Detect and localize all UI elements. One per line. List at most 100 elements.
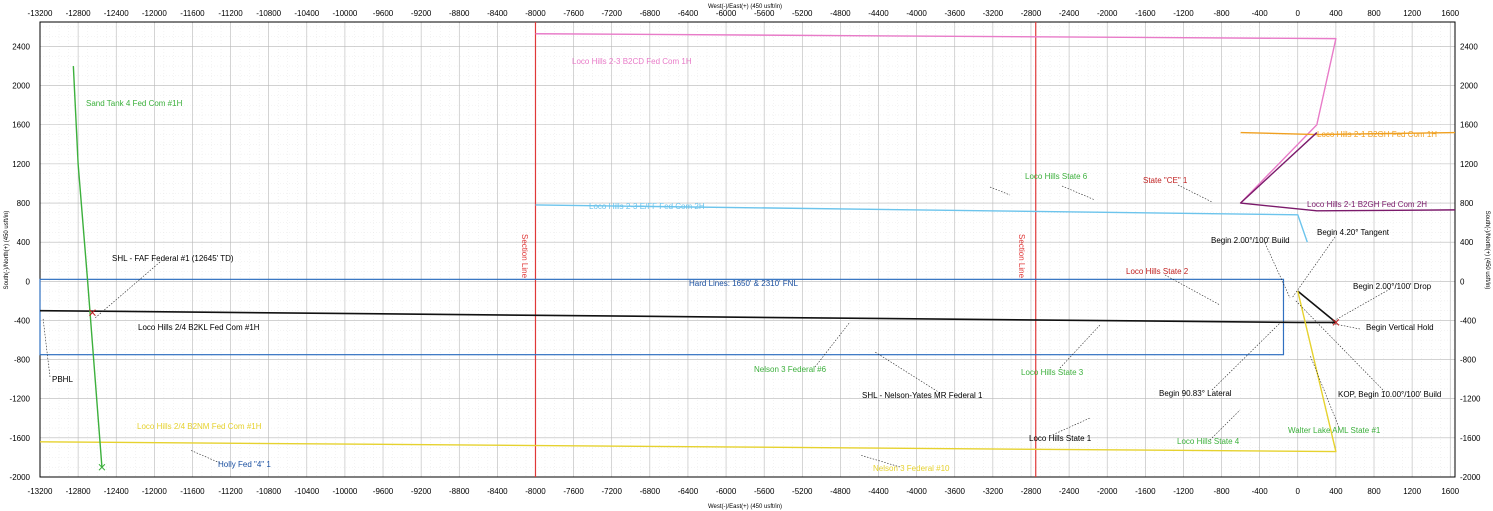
annotation-shl-faf: SHL - FAF Federal #1 (12645' TD) xyxy=(112,254,234,263)
y-tick-label-left: 400 xyxy=(17,238,31,247)
x-axis-title-top: West(-)/East(+) (450 usft/in) xyxy=(708,4,782,10)
x-tick-label-bottom: -5600 xyxy=(754,487,775,496)
x-tick-label-bottom: -9200 xyxy=(411,487,432,496)
annotation-b2gh-1h: Loco Hills 2-1 B2GH Fed Com 1H xyxy=(1317,130,1437,139)
leader-line xyxy=(1059,324,1101,369)
annotation-b2kl: Loco Hills 2/4 B2KL Fed Com #1H xyxy=(138,323,260,332)
annotation-loco-hills-state-1: Loco Hills State 1 xyxy=(1029,434,1092,443)
y-tick-label-right: -2000 xyxy=(1460,473,1481,482)
leader-lines xyxy=(42,184,1391,468)
x-tick-label-bottom: -400 xyxy=(1252,487,1269,496)
x-tick-label-top: -6800 xyxy=(640,9,661,18)
leader-line xyxy=(1164,274,1221,306)
leader-line xyxy=(1309,354,1341,431)
annotation-eff: Loco Hills 2-3 E/FF Fed Com 2H xyxy=(589,202,705,211)
x-tick-label-top: -12000 xyxy=(142,9,167,18)
y-tick-label-left: -1200 xyxy=(10,395,31,404)
well-path-line xyxy=(1239,132,1456,212)
leader-line xyxy=(1177,184,1213,203)
x-tick-label-top: -3200 xyxy=(983,9,1004,18)
x-tick-label-bottom: -10000 xyxy=(332,487,357,496)
annotation-shl-nelson-yates: SHL - Nelson-Yates MR Federal 1 xyxy=(862,391,983,400)
annotation-b2nm: Loco Hills 2/4 B2NM Fed Com #1H xyxy=(137,422,262,431)
annotation-walter-lake: Walter Lake AML State #1 xyxy=(1288,426,1381,435)
annotation-begin-build: Begin 2.00°/100' Build xyxy=(1211,236,1290,245)
annotation-begin-drop: Begin 2.00°/100' Drop xyxy=(1353,282,1432,291)
x-tick-label-top: -1600 xyxy=(1135,9,1156,18)
y-tick-label-right: -400 xyxy=(1460,316,1477,325)
annotation-loco-hills-state-2: Loco Hills State 2 xyxy=(1126,267,1189,276)
leader-line xyxy=(859,454,901,468)
x-tick-label-bottom: -12400 xyxy=(104,487,129,496)
x-tick-label-top: -10000 xyxy=(332,9,357,18)
annotation-hard-lines: Hard Lines: 1650' & 2310' FNL xyxy=(689,279,798,288)
x-tick-label-top: -4400 xyxy=(868,9,889,18)
x-tick-label-top: -5600 xyxy=(754,9,775,18)
x-tick-label-bottom: 1600 xyxy=(1441,487,1459,496)
x-tick-label-bottom: -11600 xyxy=(180,487,205,496)
x-tick-label-bottom: -2000 xyxy=(1097,487,1118,496)
x-tick-label-top: 0 xyxy=(1296,9,1301,18)
x-tick-label-bottom: 400 xyxy=(1329,487,1343,496)
x-tick-label-top: 1600 xyxy=(1441,9,1459,18)
plot-frame xyxy=(39,21,1456,478)
x-tick-label-bottom: -5200 xyxy=(792,487,813,496)
y-axis-right-ticks: 2400 2000 1600 1200 800 400 0 -400 -800 -1200 -160… xyxy=(1460,42,1481,482)
x-tick-label-bottom: -9600 xyxy=(373,487,394,496)
x-tick-label-bottom: -6800 xyxy=(640,487,661,496)
annotations: Sand Tank 4 Fed Com #1H Loco Hills 2-3 B… xyxy=(52,57,1441,473)
x-tick-label-top: -8000 xyxy=(525,9,546,18)
y-tick-label-right: -1600 xyxy=(1460,434,1481,443)
x-tick-label-top: -4000 xyxy=(906,9,927,18)
annotation-b2gh-2h: Loco Hills 2-1 B2GH Fed Com 2H xyxy=(1307,200,1427,209)
x-axis-top-ticks: -13200 -12800 -12400 -12000 -11600 -11200 -108… xyxy=(28,9,1460,18)
y-tick-label-left: 2000 xyxy=(12,82,30,91)
x-tick-label-top: -6400 xyxy=(678,9,699,18)
leader-line xyxy=(1264,242,1291,299)
leader-line xyxy=(1049,417,1091,437)
hard-line-boxes xyxy=(39,278,1285,356)
annotation-state-ce-1: State "CE" 1 xyxy=(1143,176,1188,185)
x-tick-label-top: -8400 xyxy=(487,9,508,18)
x-tick-label-bottom: -10400 xyxy=(294,487,319,496)
major-grid xyxy=(39,22,1455,478)
hard-line-box xyxy=(39,278,1285,356)
annotation-nelson-3-fed-10: Nelson 3 Federal #10 xyxy=(873,464,950,473)
x-tick-label-bottom: -1600 xyxy=(1135,487,1156,496)
x-tick-label-bottom: -6000 xyxy=(716,487,737,496)
leader-line xyxy=(1329,322,1361,330)
y-axis-title-right: South(-)/North(+) (450 usft/in) xyxy=(1484,211,1490,290)
x-tick-label-bottom: -8400 xyxy=(487,487,508,496)
leader-line xyxy=(1211,322,1281,391)
y-tick-label-right: -1200 xyxy=(1460,395,1481,404)
y-tick-label-left: -400 xyxy=(14,316,31,325)
well-path-line xyxy=(535,33,1337,204)
leader-line xyxy=(94,261,161,319)
annotation-nelson-3-fed-6: Nelson 3 Federal #6 xyxy=(754,365,827,374)
y-tick-label-right: 400 xyxy=(1460,238,1474,247)
y-tick-label-right: 1200 xyxy=(1460,160,1478,169)
section-line-label-2: Section Line xyxy=(1017,234,1026,279)
x-tick-label-bottom: 1200 xyxy=(1403,487,1421,496)
well-markers xyxy=(89,309,1340,471)
y-axis-left-ticks: 2400 2000 1600 1200 800 400 0 -400 -800 -1200 -160… xyxy=(10,42,31,482)
x-tick-label-top: 400 xyxy=(1329,9,1343,18)
x-tick-label-top: -1200 xyxy=(1173,9,1194,18)
x-tick-label-top: -800 xyxy=(1214,9,1231,18)
x-tick-label-bottom: -12000 xyxy=(142,487,167,496)
x-tick-label-top: -9600 xyxy=(373,9,394,18)
annotation-b2cd: Loco Hills 2-3 B2CD Fed Com 1H xyxy=(572,57,692,66)
leader-line xyxy=(874,351,941,394)
x-tick-label-top: -12400 xyxy=(104,9,129,18)
well-path-line xyxy=(1240,131,1456,136)
leader-line xyxy=(1291,236,1336,299)
y-tick-label-left: 800 xyxy=(17,199,31,208)
x-tick-label-top: -11200 xyxy=(218,9,243,18)
y-tick-label-right: 2000 xyxy=(1460,82,1478,91)
y-tick-label-left: -2000 xyxy=(10,473,31,482)
x-tick-label-bottom: -7600 xyxy=(563,487,584,496)
annotation-holly-fed: Holly Fed "4" 1 xyxy=(218,460,271,469)
annotation-loco-hills-state-3: Loco Hills State 3 xyxy=(1021,368,1084,377)
